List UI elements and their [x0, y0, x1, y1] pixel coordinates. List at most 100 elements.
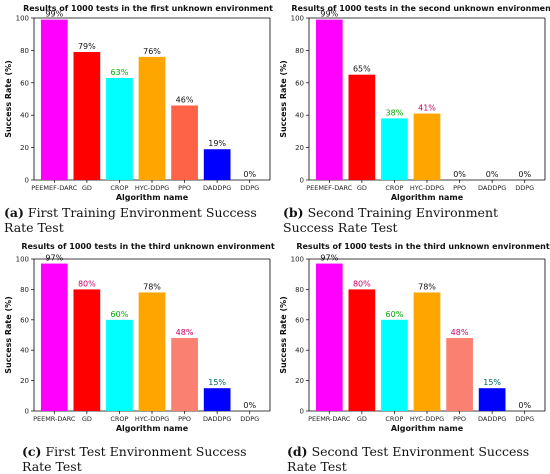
caption-a-text: First Training Environment Success Rate …	[4, 205, 257, 235]
data-label: 46%	[176, 95, 194, 104]
bar-hyc-ddpg	[138, 56, 166, 180]
bar-hyc-ddpg	[413, 113, 441, 180]
bar-peemef-darc	[40, 19, 68, 181]
data-label: 99%	[320, 10, 338, 19]
data-label: 15%	[483, 378, 501, 387]
x-tick-label: HYC-DDPG	[135, 184, 169, 192]
y-tick-label: 0	[300, 408, 304, 416]
caption-c-text: First Test Environment Success Rate Test	[22, 444, 247, 474]
x-tick-label: HYC-DDPG	[410, 415, 444, 423]
bar-gd	[348, 74, 376, 180]
x-tick-label: PPO	[453, 184, 466, 192]
y-tick-label: 40	[295, 347, 304, 355]
x-tick-label: PEEMEF-DARC	[31, 184, 77, 192]
panel-b: Results of 1000 tests in the second unkn…	[275, 0, 550, 235]
x-tick-label: HYC-DDPG	[410, 184, 444, 192]
data-label: 0%	[243, 401, 256, 410]
data-label: 0%	[453, 170, 466, 179]
data-label: 60%	[386, 310, 404, 319]
y-tick-label: 40	[20, 112, 29, 120]
bar-peemr-darc	[315, 263, 343, 411]
data-label: 99%	[45, 10, 63, 19]
chart-title: Results of 1000 tests in the first unkno…	[23, 4, 273, 13]
bar-crop	[381, 319, 408, 411]
data-label: 38%	[386, 108, 404, 117]
bar-hyc-ddpg	[138, 292, 166, 411]
bar-crop	[106, 77, 133, 180]
y-tick-label: 60	[295, 316, 304, 324]
bar-peemef-darc	[315, 19, 343, 181]
y-tick-label: 80	[20, 286, 29, 294]
data-label: 48%	[451, 328, 469, 337]
y-tick-label: 20	[295, 377, 304, 385]
chart-d: Results of 1000 tests in the third unkno…	[279, 242, 550, 433]
bar-crop	[106, 319, 133, 411]
y-tick-label: 80	[295, 286, 304, 294]
data-label: 48%	[176, 328, 194, 337]
x-tick-label: GD	[357, 415, 367, 423]
x-tick-label: GD	[357, 184, 367, 192]
x-tick-label: PPO	[453, 415, 466, 423]
y-tick-label: 20	[20, 144, 29, 152]
chart-title: Results of 1000 tests in the second unkn…	[291, 4, 550, 13]
panel-c: Results of 1000 tests in the third unkno…	[0, 237, 275, 474]
bar-ppo	[171, 105, 198, 180]
y-tick-label: 60	[295, 79, 304, 87]
y-tick-label: 60	[20, 316, 29, 324]
x-tick-label: DADDPG	[203, 184, 231, 192]
bar-daddpg	[478, 388, 506, 411]
caption-b: (b) Second Training Environment Success …	[283, 205, 545, 235]
x-tick-label: GD	[82, 415, 92, 423]
y-axis-label: Success Rate (%)	[279, 296, 288, 374]
data-label: 97%	[320, 254, 338, 263]
caption-a-tag: (a)	[4, 205, 24, 220]
bar-gd	[348, 289, 376, 411]
y-tick-label: 20	[20, 377, 29, 385]
chart-title: Results of 1000 tests in the third unkno…	[21, 242, 274, 251]
chart-b: Results of 1000 tests in the second unkn…	[279, 4, 550, 202]
y-tick-label: 100	[291, 256, 304, 264]
y-tick-label: 60	[20, 79, 29, 87]
y-tick-label: 0	[25, 177, 29, 185]
data-label: 0%	[486, 170, 499, 179]
bar-ppo	[446, 338, 473, 411]
chart-c: Results of 1000 tests in the third unkno…	[4, 242, 275, 433]
data-label: 19%	[208, 139, 226, 148]
x-tick-label: CROP	[385, 415, 403, 423]
caption-b-text: Second Training Environment Success Rate…	[283, 205, 499, 235]
data-label: 15%	[208, 378, 226, 387]
chart-title: Results of 1000 tests in the third unkno…	[296, 242, 549, 251]
y-tick-label: 20	[295, 144, 304, 152]
x-tick-label: PPO	[178, 415, 191, 423]
x-tick-label: PEEMR-DARC	[308, 415, 351, 423]
x-axis-label: Algorithm name	[391, 193, 464, 202]
x-tick-label: DDPG	[240, 415, 259, 423]
data-label: 63%	[111, 68, 129, 77]
y-tick-label: 100	[16, 256, 29, 264]
x-tick-label: PEEMR-DARC	[33, 415, 76, 423]
data-label: 60%	[111, 310, 129, 319]
x-tick-label: DDPG	[240, 184, 259, 192]
data-label: 76%	[143, 47, 161, 56]
y-tick-label: 100	[291, 15, 304, 23]
data-label: 79%	[78, 42, 96, 51]
data-label: 41%	[418, 104, 436, 113]
caption-d-tag: (d)	[287, 444, 308, 459]
y-tick-label: 100	[16, 15, 29, 23]
y-tick-label: 40	[20, 347, 29, 355]
data-label: 80%	[78, 279, 96, 288]
y-tick-label: 0	[25, 408, 29, 416]
caption-b-tag: (b)	[283, 205, 304, 220]
x-tick-label: DDPG	[515, 415, 534, 423]
panel-d: Results of 1000 tests in the third unkno…	[275, 237, 550, 474]
y-tick-label: 40	[295, 112, 304, 120]
y-axis-label: Success Rate (%)	[4, 296, 13, 374]
data-label: 80%	[353, 279, 371, 288]
x-tick-label: DADDPG	[203, 415, 231, 423]
bar-peemr-darc	[40, 263, 68, 411]
x-axis-label: Algorithm name	[116, 424, 189, 433]
x-tick-label: DADDPG	[478, 184, 506, 192]
bar-ppo	[171, 338, 198, 411]
x-tick-label: HYC-DDPG	[135, 415, 169, 423]
y-axis-label: Success Rate (%)	[4, 60, 13, 138]
